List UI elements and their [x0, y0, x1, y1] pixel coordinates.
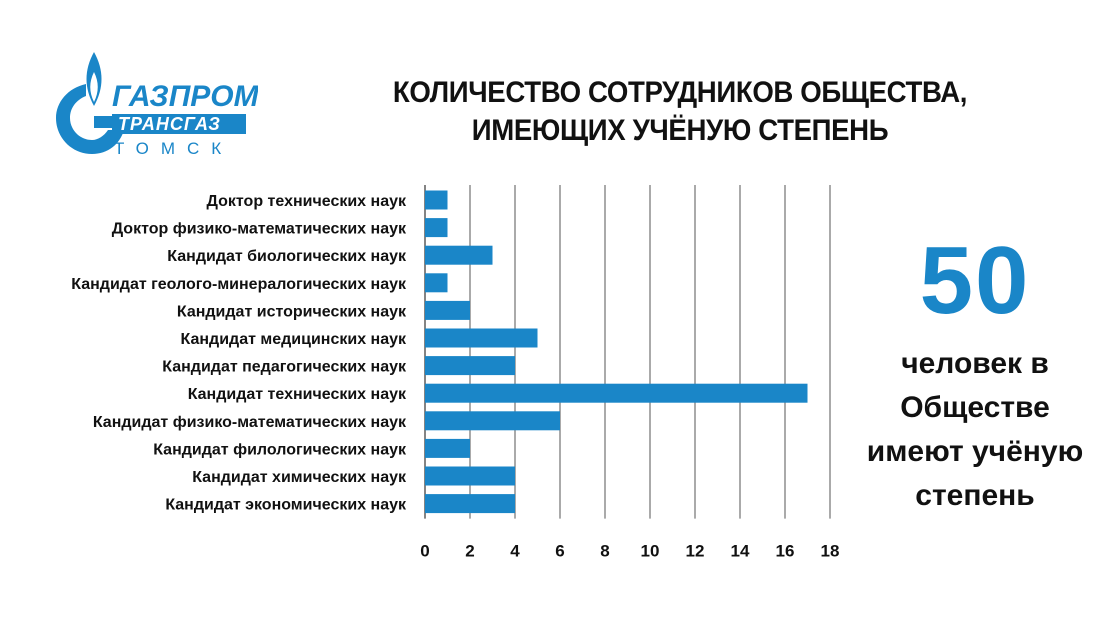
total-stat-caption-line-2: Обществе	[900, 391, 1050, 424]
category-label-1: Доктор технических наук	[207, 193, 407, 210]
x-tick-label-12: 12	[686, 542, 705, 561]
x-tick-label-10: 10	[641, 542, 660, 561]
x-tick-label-14: 14	[731, 542, 750, 561]
chart-title: КОЛИЧЕСТВО СОТРУДНИКОВ ОБЩЕСТВА, ИМЕЮЩИХ…	[330, 74, 1029, 150]
bar-11	[425, 466, 515, 486]
bar-6	[425, 328, 538, 348]
bar-12	[425, 494, 515, 514]
x-tick-label-2: 2	[465, 542, 474, 561]
x-tick-label-16: 16	[776, 542, 795, 561]
total-stat: 50 человек в Обществе имеют учёную степе…	[860, 226, 1090, 518]
gazprom-logo-graphic: ГАЗПРОМ ТРАНСГАЗ ТОМСК	[56, 52, 258, 158]
category-label-2: Доктор физико-математических наук	[112, 221, 407, 238]
bar-4	[425, 273, 448, 293]
chart-title-line-2: ИМЕЮЩИХ УЧЁНУЮ СТЕПЕНЬ	[471, 114, 889, 147]
logo-brand-text: ГАЗПРОМ	[112, 80, 258, 113]
bar-7	[425, 356, 515, 376]
category-label-5: Кандидат исторических наук	[177, 303, 407, 320]
total-stat-caption: человек в Обществе имеют учёную степень	[860, 342, 1090, 518]
bar-2	[425, 218, 448, 238]
logo-city-text: ТОМСК	[114, 139, 233, 158]
category-label-4: Кандидат геолого-минералогических наук	[71, 276, 407, 293]
category-label-10: Кандидат филологических наук	[153, 441, 407, 458]
bar-8	[425, 383, 808, 403]
logo-sub-text: ТРАНСГАЗ	[118, 114, 221, 134]
company-logo: ГАЗПРОМ ТРАНСГАЗ ТОМСК	[48, 44, 258, 164]
bar-10	[425, 438, 470, 458]
total-stat-caption-line-3: имеют учёную	[866, 435, 1084, 468]
category-label-6: Кандидат медицинских наук	[181, 331, 407, 348]
category-label-8: Кандидат технических наук	[188, 386, 407, 403]
x-tick-label-4: 4	[510, 542, 520, 561]
bar-1	[425, 190, 448, 210]
category-label-12: Кандидат экономических наук	[165, 497, 407, 514]
category-label-3: Кандидат биологических наук	[167, 248, 407, 265]
category-label-11: Кандидат химических наук	[192, 469, 407, 486]
category-label-9: Кандидат физико-математических наук	[93, 414, 407, 431]
chart-title-line-1: КОЛИЧЕСТВО СОТРУДНИКОВ ОБЩЕСТВА,	[392, 76, 968, 109]
x-tick-label-8: 8	[600, 542, 609, 561]
total-stat-caption-line-4: степень	[915, 479, 1035, 512]
x-tick-label-18: 18	[821, 542, 840, 561]
bar-9	[425, 411, 560, 431]
total-stat-caption-line-1: человек в	[901, 347, 1049, 380]
x-tick-label-6: 6	[555, 542, 564, 561]
bar-3	[425, 245, 493, 265]
total-stat-value: 50	[919, 227, 1031, 334]
bar-5	[425, 300, 470, 320]
bar-chart: Доктор технических наук Доктор физико-мат…	[71, 185, 840, 561]
x-tick-label-0: 0	[420, 542, 429, 561]
category-label-7: Кандидат педагогических наук	[162, 359, 407, 376]
